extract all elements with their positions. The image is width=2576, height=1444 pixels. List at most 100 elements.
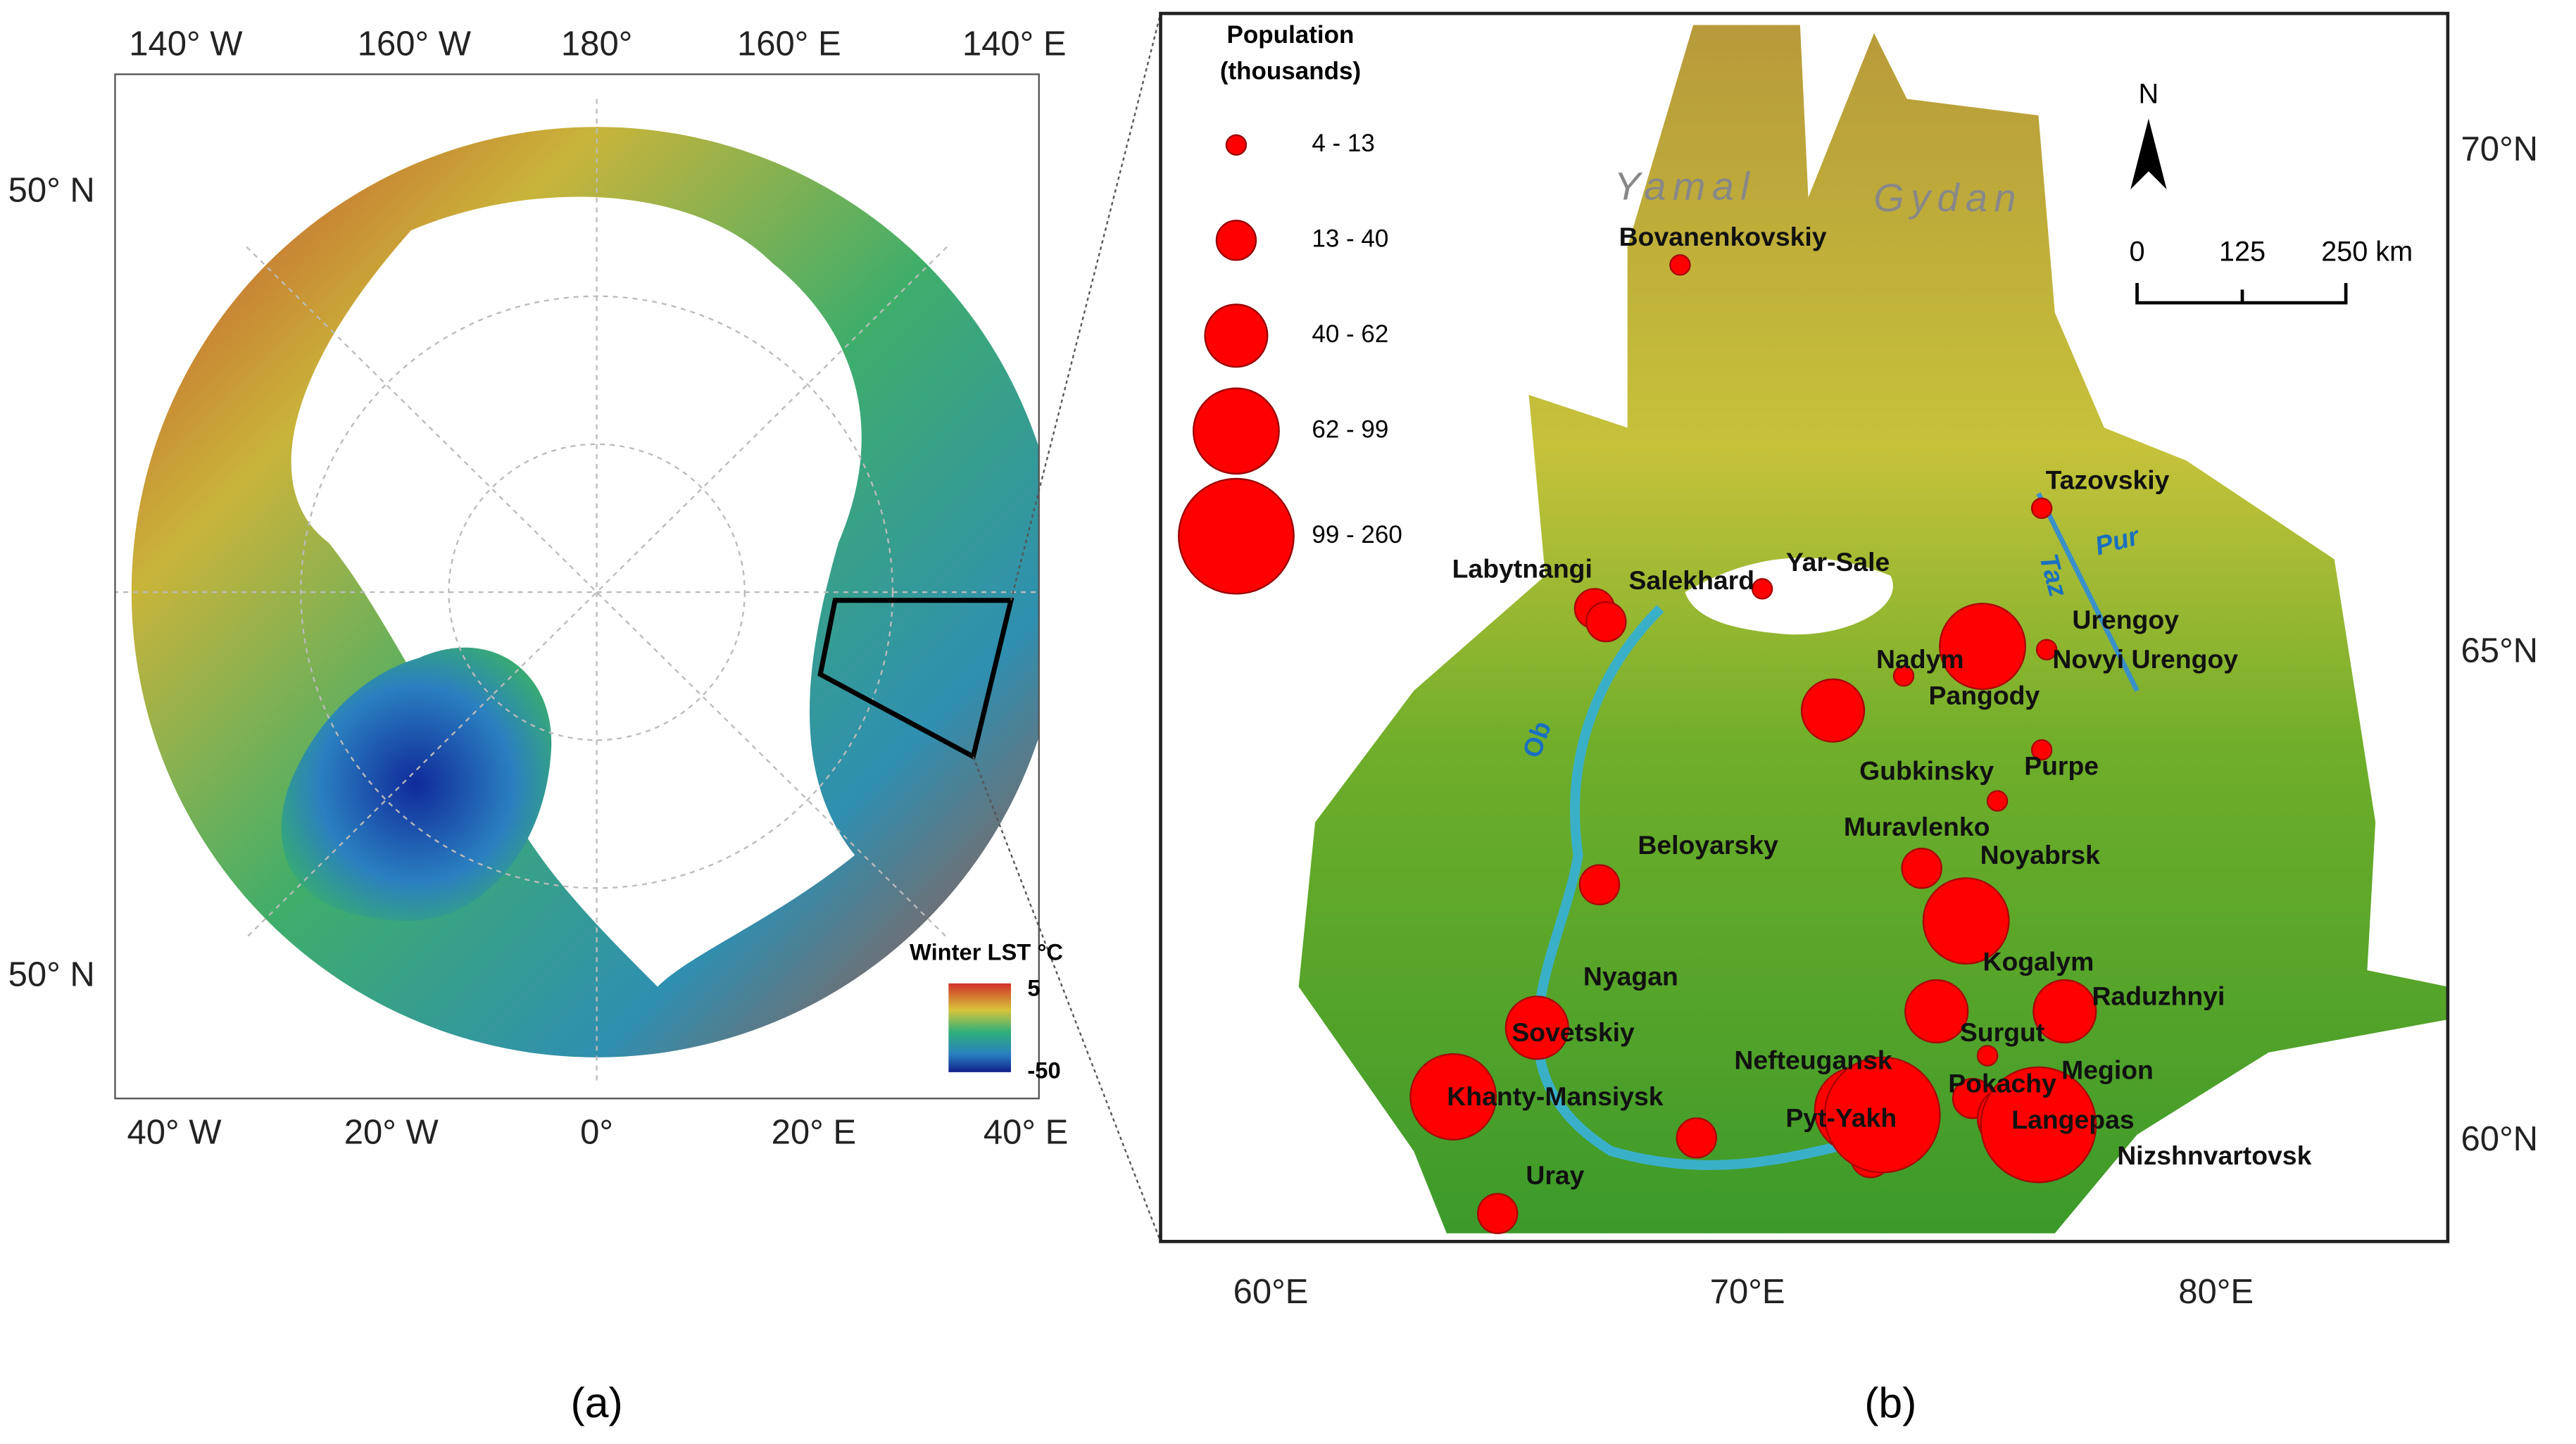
legend-label: 4 - 13 [1312,130,1375,157]
city-marker [1823,1056,1941,1174]
city-label: Nyagan [1583,962,1678,991]
city-marker [2032,979,2097,1043]
city-label: Langepas [2011,1105,2134,1134]
legend-label: 99 - 260 [1312,521,1402,548]
connector [1010,13,1162,601]
city-label: Nefteugansk [1734,1046,1892,1075]
city-marker [1892,665,1915,687]
longitude-label: 140° E [962,25,1067,63]
city-marker [1901,848,1942,889]
city-label: Khanty-Mansiysk [1447,1081,1663,1111]
city-marker [1585,601,1627,643]
legend-symbol [1225,134,1248,156]
city-label: Pokachy [1948,1068,2056,1098]
city-marker [1801,678,1866,743]
city-label: Novyi Urengoy [2052,644,2238,674]
city-label: Uray [1526,1160,1584,1190]
city-label: Raduzhnyi [2092,981,2225,1011]
city-marker [1477,1193,1519,1234]
city-label: Pyt-Yakh [1785,1103,1897,1132]
city-label: Beloyarsky [1638,830,1778,860]
arctic-ocean [291,196,862,987]
longitude-label: 20° E [772,1114,856,1152]
frame-a [114,73,1040,1100]
north-arrow [2130,118,2167,189]
city-label: Yar-Sale [1786,547,1890,577]
frame-b [1159,11,2450,1243]
polar-map [115,99,1039,1086]
longitude-label: 0° [580,1114,613,1152]
city-label: Kogalym [1983,947,2094,977]
legend-symbol [1178,477,1295,595]
ob-gulf [1685,558,1893,635]
scale-bar [2135,283,2348,305]
city-label: Surgut [1960,1017,2044,1047]
city-label: Sovetskiy [1512,1017,1635,1047]
city-marker [1409,1053,1497,1141]
longitude-label: 40° E [984,1114,1068,1152]
latitude-label: 50° N [8,955,95,993]
legend-symbol [1215,220,1257,261]
pur-river [2036,492,2140,692]
scale-label: 0 [2130,236,2145,267]
region-label: Yamal [1614,164,1756,208]
city-label: Nizshnvartovsk [2117,1141,2311,1170]
scale-label: 250 km [2321,236,2413,267]
city-label: Tazovskiy [2046,465,2170,494]
longitude-label: 180° [561,25,632,63]
city-marker [1922,877,2010,965]
legend-symbol [1193,387,1280,475]
city-label: Gubkinsky [1859,756,1994,786]
latitude-label: 65°N [2461,632,2539,670]
city-label: Labytnangi [1452,554,1592,584]
city-marker [1939,603,2026,690]
city-marker [1986,790,2009,812]
lst-colorbar [948,983,1012,1072]
greenland [281,647,552,922]
lst-legend-title: Winter LST °C [910,938,1063,965]
region-map [1298,25,2448,1233]
city-marker [1980,1066,2097,1184]
longitude-label: 70°E [1710,1273,1785,1311]
region-label: Gydan [1873,175,2023,220]
land [1298,25,2448,1233]
scale-label: 125 [2219,236,2266,267]
city-label: Noyabrsk [1980,840,2100,869]
legend-label: 13 - 40 [1312,225,1388,253]
city-marker [1578,864,1621,905]
longitude-label: 40° W [127,1114,222,1152]
city-marker [1676,1117,1717,1159]
longitude-label: 20° W [344,1114,439,1152]
city-marker [1751,578,1773,600]
city-label: Bovanenkovskiy [1619,222,1827,251]
city-marker [2030,739,2053,761]
city-marker [2030,497,2053,520]
longitude-label: 60°E [1233,1273,1309,1311]
city-marker [1669,254,1691,276]
pop-legend-title: Population [1227,21,1355,49]
longitude-label: 160° W [358,25,472,63]
longitude-label: 140° W [129,25,243,63]
panel-label: (a) [571,1379,623,1426]
city-label: Pangody [1929,680,2040,710]
latitude-label: 50° N [8,172,95,210]
lst-max: 5 [1027,975,1040,1001]
panel-label: (b) [1864,1379,1916,1426]
legend-label: 40 - 62 [1312,320,1388,348]
city-marker [1976,1045,1999,1067]
north-label: N [2139,78,2159,109]
city-label: Nadym [1876,644,1964,674]
pop-legend-title: (thousands) [1220,57,1361,84]
city-marker [2035,639,2058,660]
legend-symbol [1204,303,1269,368]
latitude-label: 60°N [2461,1120,2539,1158]
city-label: Urengoy [2072,605,2179,634]
city-marker [1904,979,1969,1043]
connector [972,756,1162,1242]
graticule [115,99,1039,1086]
city-marker [1504,996,1569,1060]
legend-label: 62 - 99 [1312,415,1388,443]
city-label: Megion [2061,1055,2154,1085]
longitude-label: 160° E [737,25,841,63]
